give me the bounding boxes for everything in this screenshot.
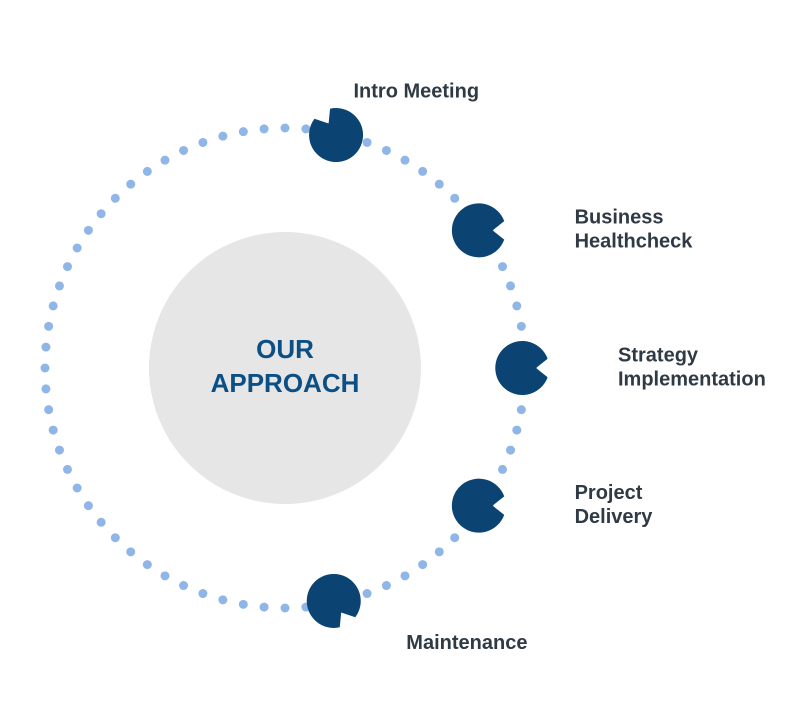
step-2-label-line-1: Implementation xyxy=(618,368,766,390)
step-4-bubble-icon xyxy=(307,574,361,628)
center-title-line1: OUR xyxy=(256,334,314,364)
step-0-bubble-icon xyxy=(309,108,363,162)
step-1-bubble-icon xyxy=(452,203,504,257)
center-title-line2: APPROACH xyxy=(211,368,360,398)
step-2-bubble-icon xyxy=(495,341,547,395)
step-3-bubble-icon xyxy=(452,479,504,533)
step-2-label-line-0: Strategy xyxy=(618,344,699,366)
step-0-label-line-0: Intro Meeting xyxy=(353,81,479,103)
step-3-label-line-1: Delivery xyxy=(575,506,654,528)
step-4-label-line-0: Maintenance xyxy=(406,632,527,654)
step-1-label-line-0: Business xyxy=(575,207,664,229)
step-3-label-line-0: Project xyxy=(575,482,643,504)
approach-diagram: OUR APPROACH Intro Meeting BusinessHealthch… xyxy=(0,0,800,727)
step-1-label-line-1: Healthcheck xyxy=(575,231,694,253)
